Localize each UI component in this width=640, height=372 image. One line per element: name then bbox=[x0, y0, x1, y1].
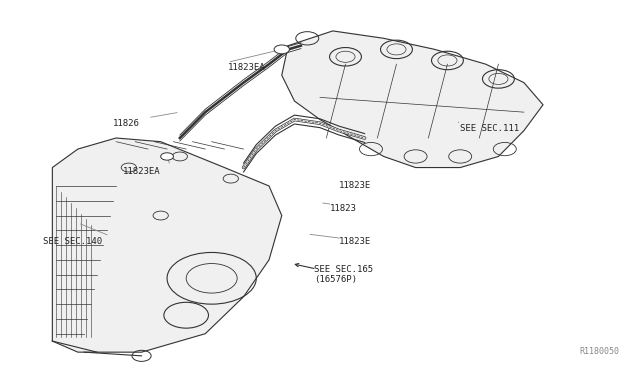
Text: 11823EA: 11823EA bbox=[228, 63, 265, 72]
Text: SEE SEC.165
(16576P): SEE SEC.165 (16576P) bbox=[314, 265, 372, 284]
Circle shape bbox=[274, 45, 289, 54]
Text: 11823E: 11823E bbox=[339, 237, 371, 246]
Text: SEE SEC.111: SEE SEC.111 bbox=[460, 124, 519, 133]
Text: 11823EA: 11823EA bbox=[122, 167, 160, 176]
Polygon shape bbox=[282, 31, 543, 167]
Text: 11826: 11826 bbox=[113, 119, 140, 128]
Text: SEE SEC.140: SEE SEC.140 bbox=[43, 237, 102, 246]
Text: 11823E: 11823E bbox=[339, 182, 371, 190]
Circle shape bbox=[161, 153, 173, 160]
Text: 11823: 11823 bbox=[330, 203, 356, 213]
Polygon shape bbox=[52, 138, 282, 352]
Text: R1180050: R1180050 bbox=[579, 347, 620, 356]
